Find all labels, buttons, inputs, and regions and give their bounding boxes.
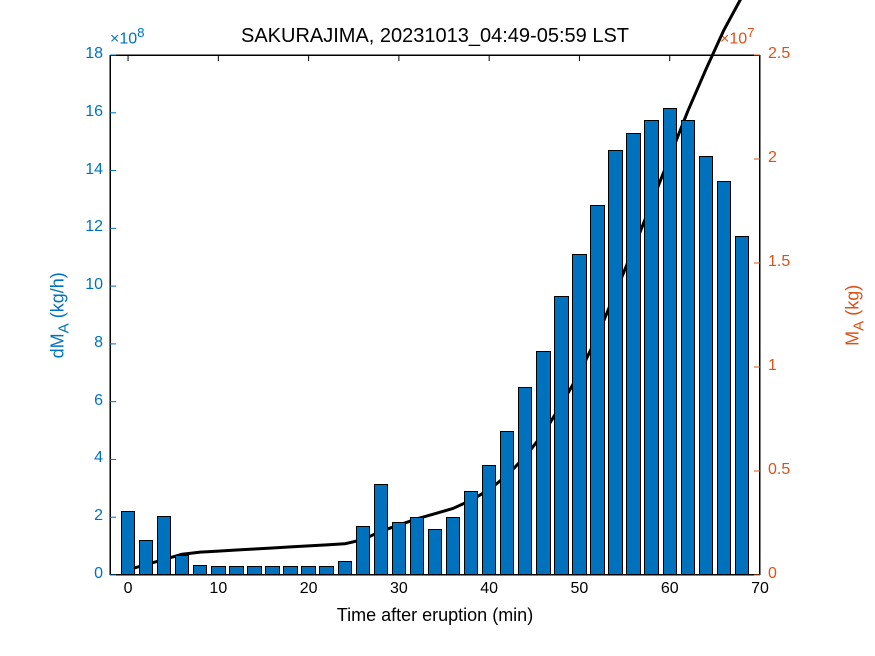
y-left-tick-label: 14 [65, 161, 103, 179]
x-tick-label: 40 [474, 580, 504, 598]
y-left-tick-label: 16 [65, 103, 103, 121]
bar [356, 526, 370, 575]
bar [247, 566, 261, 575]
y-left-tick-label: 18 [65, 45, 103, 63]
bar [428, 529, 442, 575]
y-axis-right-label: MA (kg) [843, 265, 868, 365]
bar [193, 565, 207, 575]
bar [681, 120, 695, 575]
bar [717, 181, 731, 575]
bar [626, 133, 640, 575]
bar [735, 236, 749, 575]
bar [482, 465, 496, 575]
x-tick-label: 60 [655, 580, 685, 598]
bar [392, 522, 406, 575]
bar [446, 517, 460, 575]
y-right-tick-label: 0.5 [768, 461, 808, 479]
bar [644, 120, 658, 575]
y-right-tick-label: 2 [768, 149, 808, 167]
y-right-tick-label: 0 [768, 565, 808, 583]
y-left-tick-label: 2 [65, 507, 103, 525]
bar [590, 205, 604, 575]
bar [663, 108, 677, 575]
figure: SAKURAJIMA, 20231013_04:49-05:59 LST Tim… [0, 0, 875, 656]
y-left-tick-label: 12 [65, 218, 103, 236]
x-tick-label: 10 [203, 580, 233, 598]
y-right-tick-label: 1 [768, 357, 808, 375]
bar [554, 296, 568, 575]
y-right-tick-label: 1.5 [768, 253, 808, 271]
bar [464, 491, 478, 575]
x-tick-label: 50 [564, 580, 594, 598]
exponent-left: ×108 [110, 25, 145, 48]
chart-title: SAKURAJIMA, 20231013_04:49-05:59 LST [110, 25, 760, 48]
bar [410, 517, 424, 575]
x-tick-label: 0 [113, 580, 143, 598]
bar [121, 511, 135, 575]
y-left-tick-label: 4 [65, 449, 103, 467]
y-left-tick-label: 0 [65, 565, 103, 583]
bar [500, 431, 514, 575]
bar [283, 566, 297, 575]
bar [139, 540, 153, 575]
bar [265, 566, 279, 575]
bar [699, 156, 713, 575]
bar [157, 516, 171, 575]
bar [608, 150, 622, 575]
bar [374, 484, 388, 575]
bar [211, 566, 225, 575]
exponent-right: ×107 [720, 25, 755, 48]
y-left-tick-label: 6 [65, 392, 103, 410]
y-left-tick-label: 10 [65, 276, 103, 294]
bar [175, 555, 189, 575]
bar [229, 566, 243, 575]
x-axis-label: Time after eruption (min) [110, 605, 760, 626]
bar [518, 387, 532, 575]
bar [319, 566, 333, 575]
bar [536, 351, 550, 575]
y-axis-left-label: dMA (kg/h) [48, 235, 73, 395]
bar [338, 561, 352, 575]
y-left-tick-label: 8 [65, 334, 103, 352]
x-tick-label: 30 [384, 580, 414, 598]
x-tick-label: 20 [294, 580, 324, 598]
bar [301, 566, 315, 575]
bar [572, 254, 586, 575]
y-right-tick-label: 2.5 [768, 45, 808, 63]
